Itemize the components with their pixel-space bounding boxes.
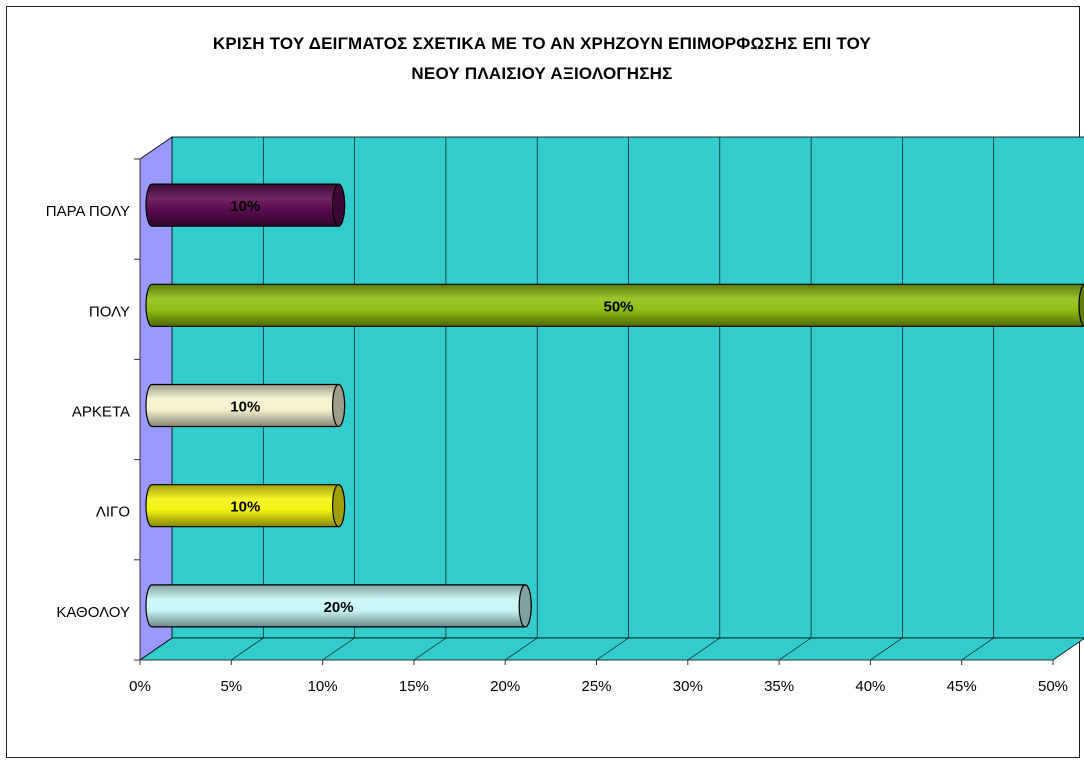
category-label: ΑΡΚΕΤΑ — [72, 404, 130, 421]
category-label: ΠΑΡΑ ΠΟΛΥ — [46, 203, 130, 220]
data-label: 10% — [230, 198, 260, 215]
bar-end-cap — [1078, 283, 1084, 327]
chart-title-line-1: ΚΡΙΣΗ ΤΟΥ ΔΕΙΓΜΑΤΟΣ ΣΧΕΤΙΚΑ ΜΕ ΤΟ ΑΝ ΧΡΗ… — [212, 34, 872, 53]
bar — [145, 283, 1084, 327]
x-tick-label: 40% — [855, 678, 885, 695]
gridline-floor — [322, 637, 355, 661]
x-tick-label: 0% — [129, 678, 151, 695]
x-tick-label: 35% — [764, 678, 794, 695]
bar-end-cap — [332, 484, 346, 528]
gridline-floor — [870, 637, 903, 661]
x-tick-label: 15% — [399, 678, 429, 695]
data-label: 10% — [230, 399, 260, 416]
data-label: 50% — [603, 298, 633, 315]
category-label: ΠΟΛΥ — [89, 303, 130, 320]
bar-end-cap — [332, 183, 346, 227]
data-label: 20% — [324, 599, 354, 616]
bar-end-cap — [332, 383, 346, 428]
x-tick-label: 25% — [581, 678, 611, 695]
gridline-floor — [687, 637, 720, 661]
gridline-floor — [778, 637, 812, 661]
chart-title-line-2: ΝΕΟΥ ΠΛΑΙΣΙΟΥ ΑΞΙΟΛΟΓΗΣΗΣ — [411, 64, 673, 83]
x-tick-label: 5% — [220, 678, 242, 695]
gridline-floor — [413, 637, 447, 661]
bar-end-cap — [518, 584, 532, 628]
gridline-floor — [596, 637, 629, 661]
gridline-floor — [505, 637, 538, 661]
x-tick-label: 20% — [490, 678, 520, 695]
x-tick-label: 45% — [947, 678, 977, 695]
x-tick-label: 10% — [308, 678, 338, 695]
category-label: ΚΑΘΟΛΟΥ — [56, 604, 130, 621]
x-tick-label: 30% — [673, 678, 703, 695]
category-label: ΛΙΓΟ — [96, 504, 130, 521]
x-tick-label: 50% — [1038, 678, 1068, 695]
gridline-floor — [961, 637, 994, 661]
data-label: 10% — [230, 499, 260, 516]
gridline-floor — [231, 637, 264, 661]
